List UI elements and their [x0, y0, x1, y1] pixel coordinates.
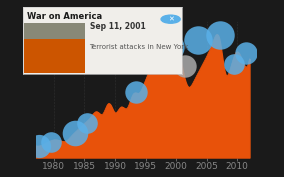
Text: ✕: ✕ [168, 16, 174, 22]
Point [134, 90, 139, 93]
Point [73, 132, 78, 134]
Text: War on America: War on America [28, 12, 103, 21]
Point [85, 121, 90, 124]
Point [218, 34, 222, 37]
Point [169, 46, 174, 48]
FancyBboxPatch shape [24, 39, 85, 73]
Text: Sep 11, 2001: Sep 11, 2001 [89, 22, 145, 31]
Point [232, 62, 237, 65]
FancyBboxPatch shape [24, 22, 85, 73]
Point [195, 39, 200, 41]
Text: Terrorist attacks in New York: Terrorist attacks in New York [89, 44, 189, 50]
Circle shape [161, 15, 180, 23]
Point [244, 52, 249, 54]
Point [49, 140, 53, 143]
Point [36, 144, 41, 147]
Point [183, 64, 187, 67]
